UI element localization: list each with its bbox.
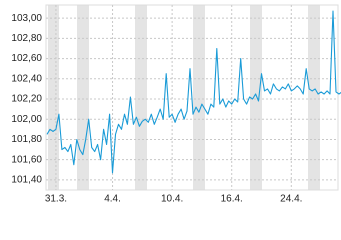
plot-frame — [45, 4, 339, 191]
y-tick-label: 102,60 — [11, 53, 42, 64]
weekend-band — [308, 5, 320, 190]
x-tick-label: 31.3. — [45, 194, 67, 205]
weekend-bands — [48, 5, 320, 190]
y-tick-label: 102,80 — [11, 33, 42, 44]
weekend-band — [135, 5, 147, 190]
x-tick-label: 10.4. — [161, 194, 183, 205]
y-tick-label: 102,40 — [11, 73, 42, 84]
weekend-band — [250, 5, 262, 190]
y-tick-label: 101,80 — [11, 134, 42, 145]
x-tick-label: 24.4. — [280, 194, 302, 205]
y-tick-label: 101,60 — [11, 154, 42, 165]
y-tick-label: 102,00 — [11, 114, 42, 125]
x-tick-label: 16.4. — [221, 194, 243, 205]
price-line — [46, 10, 341, 174]
x-tick-label: 4.4. — [104, 194, 121, 205]
weekend-band — [77, 5, 89, 190]
weekend-band — [48, 5, 59, 190]
y-tick-label: 102,20 — [11, 94, 42, 105]
y-tick-label: 101,40 — [11, 175, 42, 186]
weekend-band — [193, 5, 205, 190]
chart: 101,40 101,60 101,80 102,00 102,20 102,40 102,… — [11, 4, 341, 205]
y-tick-label: 103,00 — [11, 13, 42, 24]
